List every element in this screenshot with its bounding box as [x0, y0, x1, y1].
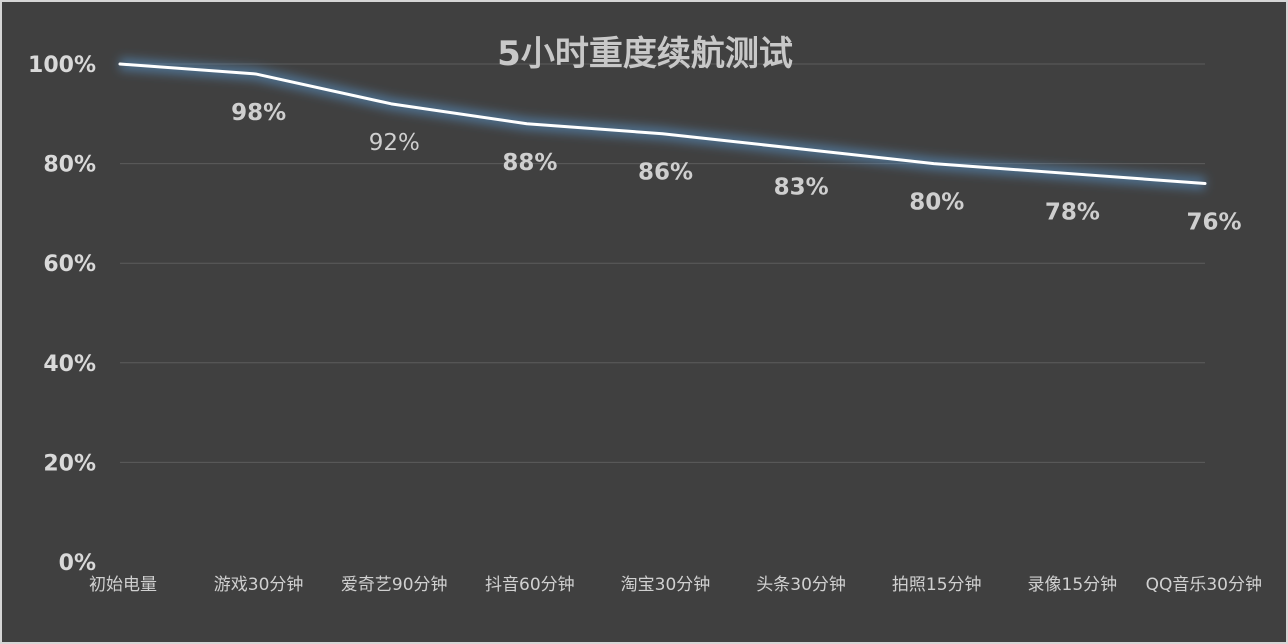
x-axis-ticks: 初始电量 游戏30分钟 爱奇艺90分钟 抖音60分钟 淘宝30分钟 头条30分钟 拍照15分… [89, 575, 1262, 595]
x-tick-label: 淘宝30分钟 [621, 575, 711, 595]
chart-title: 5小时重度续航测试 [497, 34, 793, 74]
x-tick-label: 录像15分钟 [1028, 575, 1118, 595]
y-tick-label: 60% [43, 252, 96, 277]
x-tick-label: 拍照15分钟 [892, 575, 982, 595]
data-label: 88% [502, 150, 557, 176]
y-tick-label: 100% [28, 53, 96, 78]
data-label: 92% [369, 130, 420, 156]
y-tick-label: 40% [43, 352, 96, 377]
data-label: 78% [1045, 200, 1100, 226]
data-label: 98% [231, 100, 286, 126]
y-tick-label: 80% [43, 153, 96, 178]
gridlines [120, 63, 1205, 463]
x-tick-label: 抖音60分钟 [485, 575, 575, 595]
data-label: 86% [638, 160, 693, 186]
y-tick-label: 0% [59, 551, 96, 576]
x-tick-label: QQ音乐30分钟 [1146, 575, 1262, 595]
x-tick-label: 爱奇艺90分钟 [341, 575, 448, 595]
series-line [118, 62, 1207, 186]
data-label: 83% [774, 175, 829, 201]
data-label: 76% [1186, 210, 1241, 236]
series-line-group [118, 58, 1207, 190]
y-tick-label: 20% [43, 451, 96, 476]
y-axis-ticks: 0% 20% 40% 60% 80% 100% [28, 53, 96, 576]
x-tick-label: 游戏30分钟 [214, 575, 304, 595]
data-label: 80% [909, 190, 964, 216]
x-tick-label: 初始电量 [89, 575, 157, 595]
data-labels: 98% 92% 88% 86% 83% 80% 78% 76% [231, 100, 1241, 236]
x-tick-label: 头条30分钟 [756, 575, 846, 595]
